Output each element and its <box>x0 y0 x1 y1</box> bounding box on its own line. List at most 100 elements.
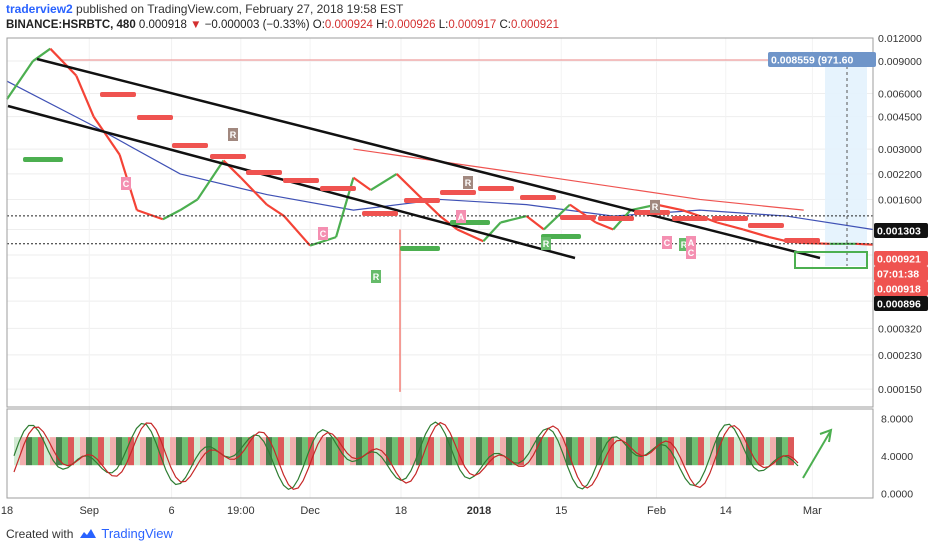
signal-bar-red <box>440 190 476 195</box>
drawings: RRRRRRCCCAAAC <box>7 57 873 283</box>
heat-cell <box>32 437 38 466</box>
signal-bar-red <box>210 154 246 159</box>
heat-cell <box>692 437 698 466</box>
heat-cell <box>770 437 776 466</box>
heat-cell <box>320 437 326 466</box>
heat-cell <box>566 437 572 466</box>
heat-cell <box>398 437 404 466</box>
grid-lines <box>6 37 873 498</box>
oscillator-pane <box>13 421 833 490</box>
marker-box <box>318 227 328 240</box>
heat-cell <box>314 437 320 466</box>
signal-bar-red <box>137 115 173 120</box>
heat-cell <box>764 437 770 466</box>
heat-cell <box>242 437 248 466</box>
heat-cell <box>740 437 746 466</box>
x-tick-label: 19:00 <box>227 505 255 517</box>
marker-label: R <box>681 240 688 250</box>
marker-label: C <box>664 238 671 248</box>
y-tick-label: 0.009000 <box>878 56 922 68</box>
heat-cell <box>440 437 446 466</box>
heat-cell <box>602 437 608 466</box>
price-label: 0.000896 <box>877 299 921 311</box>
heat-cell <box>212 437 218 466</box>
x-tick-label: 2018 <box>467 505 491 517</box>
heat-cell <box>278 437 284 466</box>
y-tick-label: 0.002200 <box>878 169 922 181</box>
range-box <box>825 60 867 266</box>
author-name[interactable]: traderview2 <box>6 2 73 16</box>
osc-tick-label: 8.0000 <box>881 413 913 425</box>
heat-cell <box>434 437 440 466</box>
heat-cell <box>326 437 332 466</box>
heat-cell <box>644 437 650 466</box>
heat-cell <box>284 437 290 466</box>
marker-label: R <box>652 202 659 212</box>
heat-cell <box>200 437 206 466</box>
heat-cell <box>548 437 554 466</box>
heat-cell <box>404 437 410 466</box>
marker-label: R <box>543 239 550 249</box>
heat-cell <box>290 437 296 466</box>
heat-cell <box>134 437 140 466</box>
price-segment <box>716 221 744 231</box>
price-segment <box>352 176 372 191</box>
price-segment <box>283 215 311 247</box>
price-segment <box>370 172 398 191</box>
heat-cell <box>116 437 122 466</box>
price-label-box <box>874 266 928 281</box>
heat-cell <box>362 437 368 466</box>
heat-cell <box>104 437 110 466</box>
high-value: 0.000926 <box>387 19 436 31</box>
heat-cell <box>704 437 710 466</box>
heat-cell <box>248 437 254 466</box>
marker-box <box>456 210 466 223</box>
x-tick-label: Sep <box>79 505 99 517</box>
signal-bar-red <box>560 215 596 220</box>
price-segment <box>6 60 34 100</box>
close-value: 0.000921 <box>511 19 559 31</box>
x-tick-label: 6 <box>168 505 174 517</box>
heat-cell <box>788 437 794 466</box>
signal-bar-red <box>283 178 319 183</box>
heat-cell <box>56 437 62 466</box>
y-tick-label: 0.000320 <box>878 323 922 335</box>
heat-cell <box>44 437 50 466</box>
signal-bar-red <box>712 216 748 221</box>
heat-cell <box>410 437 416 466</box>
heat-cell <box>572 437 578 466</box>
heat-cell <box>638 437 644 466</box>
change-down-icon: ▼ <box>190 19 202 31</box>
heat-cell <box>782 437 788 466</box>
heat-cell <box>146 437 152 466</box>
heat-cell <box>332 437 338 466</box>
heat-cell <box>698 437 704 466</box>
heat-cell <box>728 437 734 466</box>
heat-cell <box>14 437 20 466</box>
signal-bar-red <box>672 216 708 221</box>
heat-cell <box>716 437 722 466</box>
heat-cell <box>374 437 380 466</box>
heat-cell <box>452 437 458 466</box>
price-segment <box>439 215 458 231</box>
heat-cell <box>752 437 758 466</box>
price-segment <box>49 47 78 77</box>
axes: 0.012000 0.009000 0.006000 0.004500 0.003000… <box>1 33 928 517</box>
heat-cell <box>140 437 146 466</box>
marker-box <box>463 176 473 189</box>
measure-range <box>60 59 868 266</box>
trend-line-upper <box>36 57 821 260</box>
x-tick-label: 14 <box>720 505 732 517</box>
x-tick-label: Mar <box>803 505 822 517</box>
signal-bar-red <box>100 92 136 97</box>
heat-cell <box>164 437 170 466</box>
price-segment <box>855 242 874 246</box>
heat-cell <box>188 437 194 466</box>
marker-label: C <box>688 248 695 258</box>
heat-cell <box>62 437 68 466</box>
tradingview-link[interactable]: TradingView <box>79 526 173 541</box>
published-text: published on TradingView.com, February 2… <box>76 2 404 16</box>
y-tick-label: 0.004500 <box>878 112 922 124</box>
heat-cell <box>50 437 56 466</box>
